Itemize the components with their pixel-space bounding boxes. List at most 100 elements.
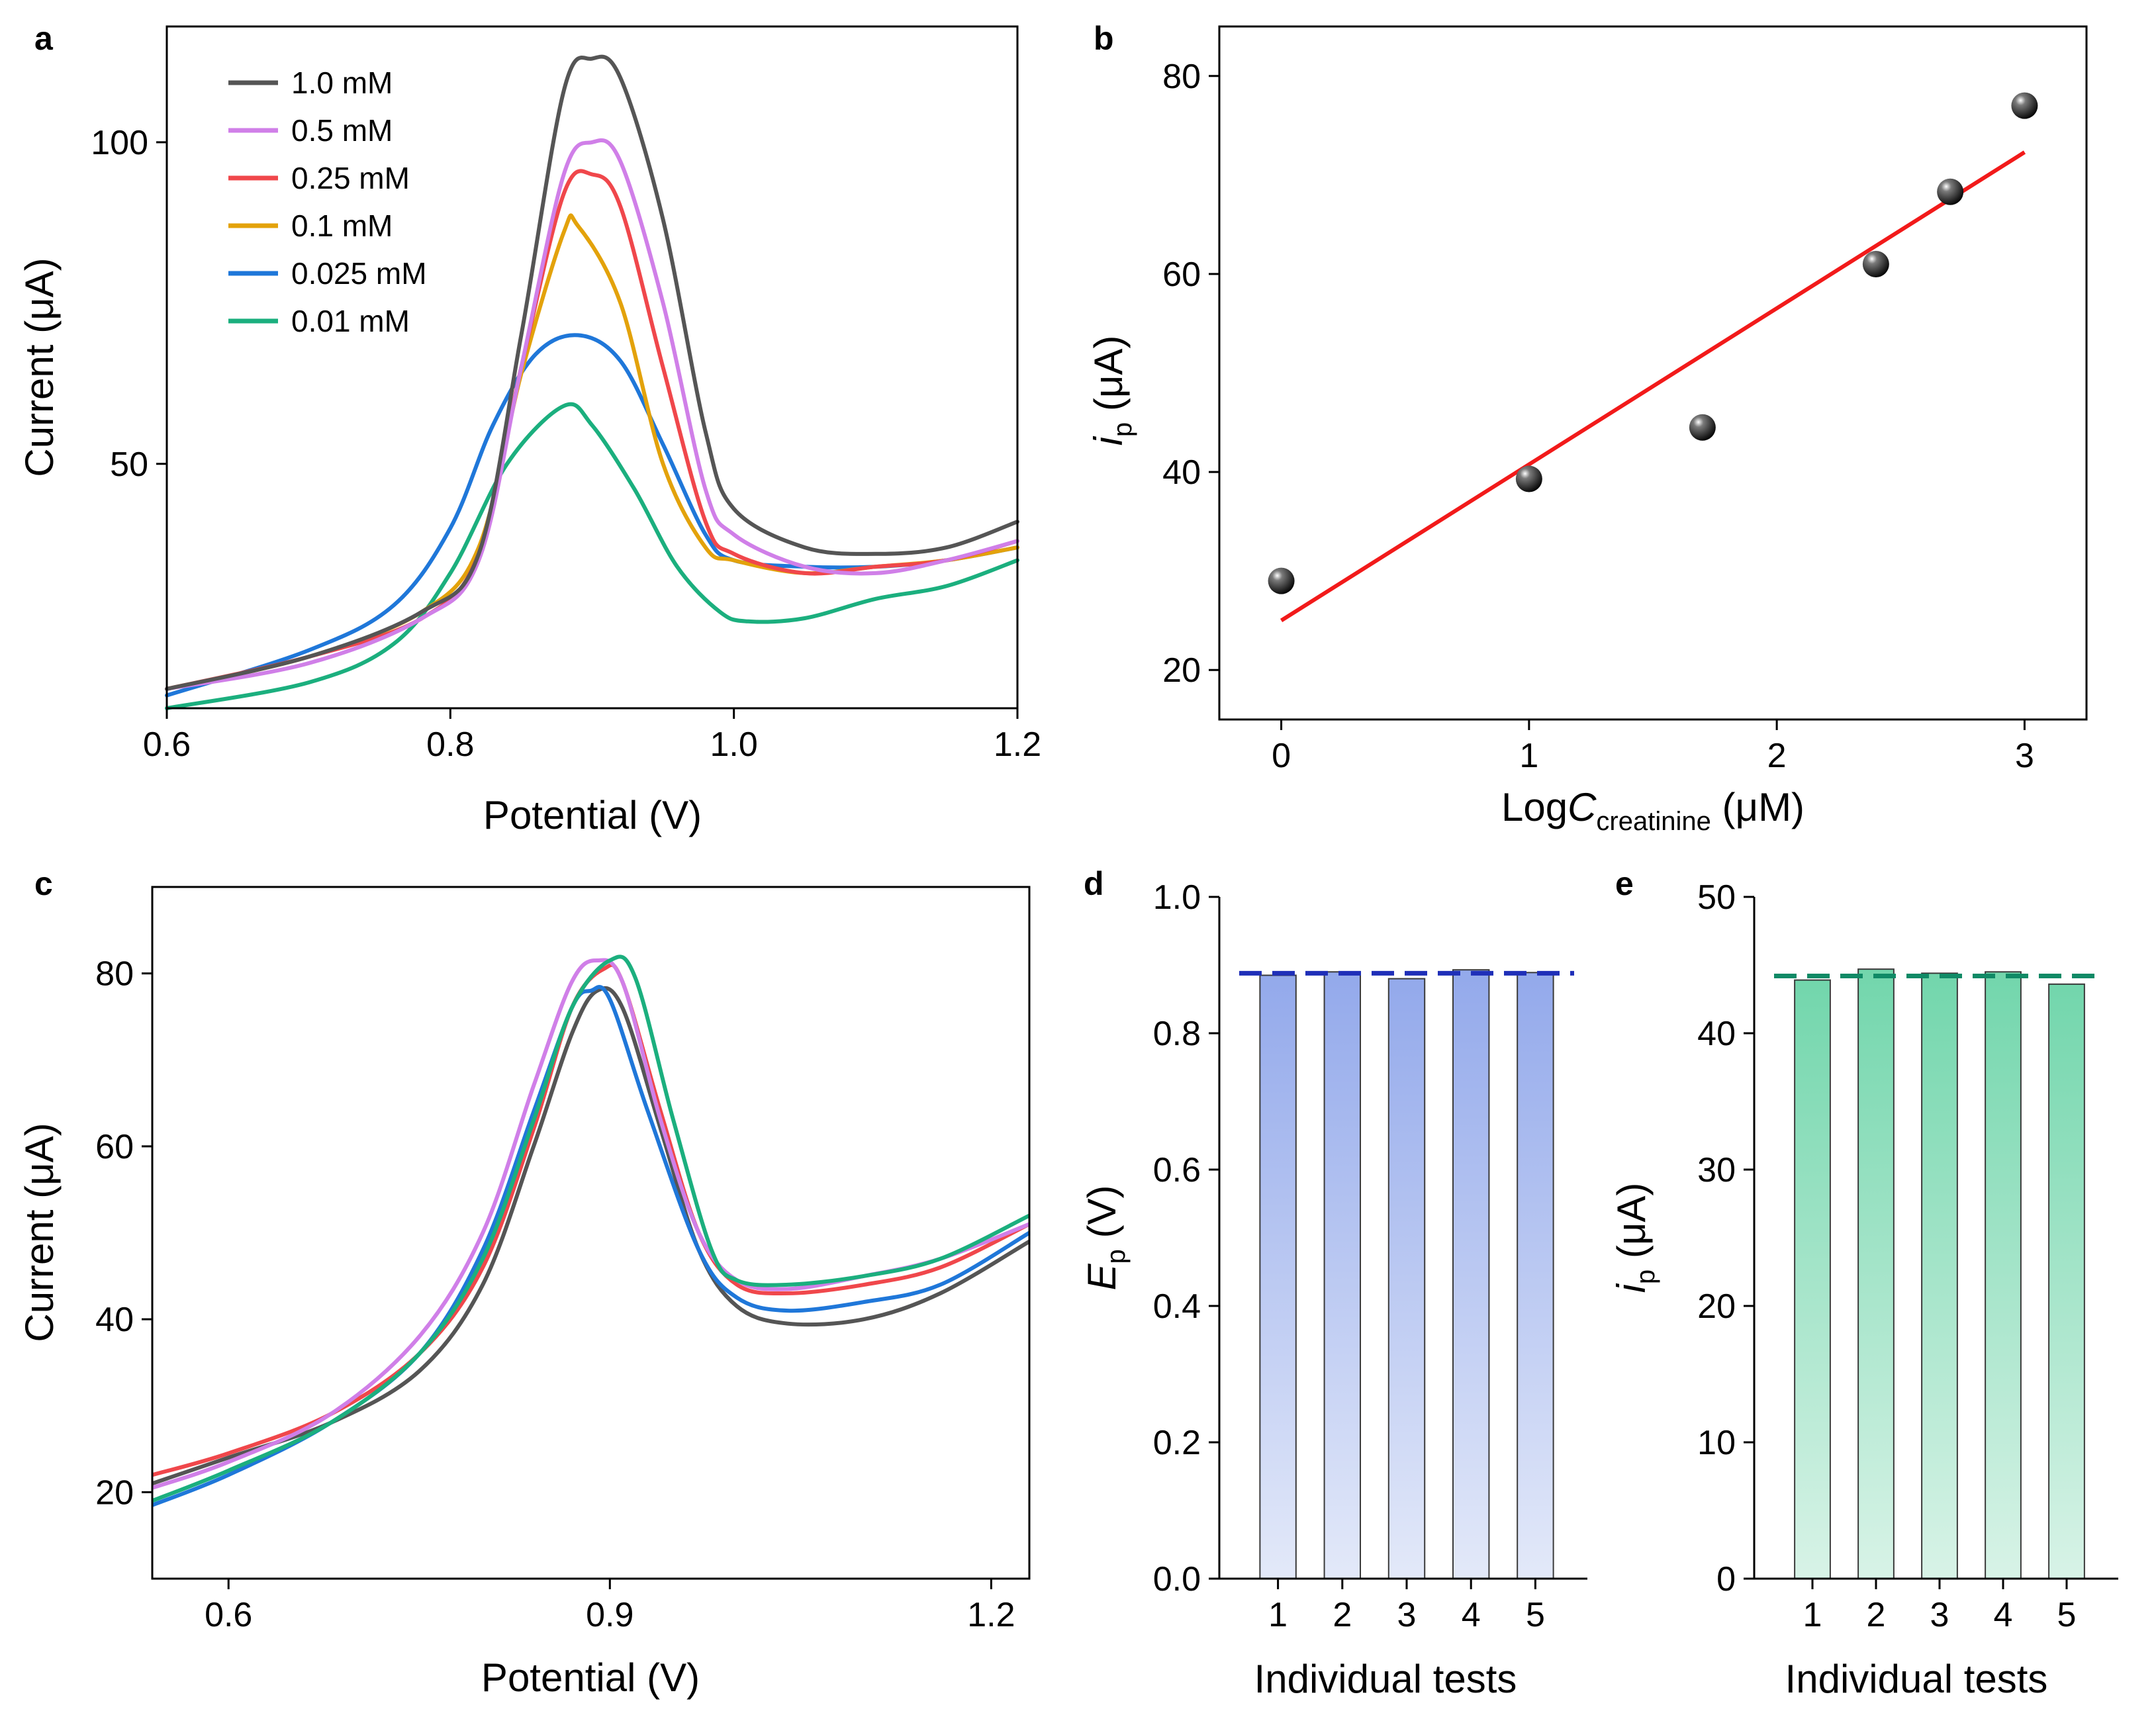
- panel-e-ytick-label-5: 50: [1697, 878, 1736, 917]
- panel-e-xtick-label-4: 5: [2057, 1596, 2077, 1634]
- panel-a-legend-label-0: 1.0 mM: [291, 66, 393, 100]
- panel-a-legend-label-4: 0.025 mM: [291, 256, 427, 291]
- panel-b-point-3: [1862, 250, 1889, 277]
- panel-e-ylabel-sub: p: [1631, 1270, 1660, 1284]
- panel-b: b 0 1 2 3 20 40 60 80 LogCcreatinine (μM) ip (μ…: [1086, 20, 2088, 836]
- panel-b-point-2: [1689, 414, 1716, 441]
- panel-c-ylabel: Current (μA): [17, 1123, 62, 1342]
- panel-a-series-5: [165, 402, 1019, 710]
- panel-c-xtick-label-2: 1.2: [967, 1596, 1015, 1634]
- panel-b-xtick-label-3: 3: [2015, 737, 2034, 775]
- panel-c-series-group: [152, 954, 1029, 1507]
- panel-d-plot: [1239, 969, 1574, 1580]
- panel-b-point-0: [1268, 567, 1295, 594]
- panel-e-letter: e: [1615, 865, 1634, 902]
- panel-e-xtick-label-2: 3: [1930, 1596, 1949, 1634]
- panel-d: d 1 2 3 4 5 0.0 0.2 0.4 0.6 0.8 1.0 Individual tes…: [1080, 865, 1587, 1701]
- panel-d-ylabel-var: E: [1080, 1263, 1124, 1290]
- panel-e-ytick-label-1: 10: [1697, 1424, 1736, 1462]
- panel-e-ytick-label-0: 0: [1716, 1560, 1736, 1599]
- panel-a-xlabel: Potential (V): [483, 793, 702, 837]
- panel-a-xtick-label-0: 0.6: [143, 725, 191, 764]
- panel-e-plot: [1774, 968, 2105, 1580]
- panel-e-ylabel: ip (μA): [1609, 1183, 1660, 1293]
- panel-d-ylabel-suffix: (V): [1080, 1185, 1124, 1250]
- panel-d-bar-2: [1387, 978, 1426, 1579]
- panel-a-ylabel: Current (μA): [17, 257, 62, 477]
- panel-d-bar-0: [1259, 974, 1297, 1579]
- panel-d-bar-4: [1517, 972, 1554, 1579]
- panel-d-bar-3: [1452, 969, 1490, 1579]
- panel-c-ticks: 0.6 0.9 1.2 20 40 60 80: [95, 955, 1015, 1634]
- panel-c-series-3: [152, 985, 1029, 1507]
- panel-c-series-2: [152, 958, 1029, 1490]
- panel-c-ytick-label-0: 20: [95, 1473, 134, 1512]
- panel-d-bar-1: [1323, 971, 1362, 1580]
- panel-b-point-5: [2011, 92, 2038, 119]
- panel-b-xtick-label-0: 0: [1272, 737, 1291, 775]
- panel-a-letter: a: [34, 20, 54, 57]
- panel-b-frame: [1218, 25, 2088, 721]
- panel-a-series-1: [165, 138, 1019, 691]
- panel-b-letter: b: [1094, 20, 1114, 57]
- panel-b-xtick-label-1: 1: [1519, 737, 1538, 775]
- panel-c-ytick-label-1: 40: [95, 1301, 134, 1339]
- panel-d-xlabel: Individual tests: [1254, 1657, 1517, 1701]
- panel-e-xtick-label-0: 1: [1803, 1596, 1822, 1634]
- panel-a-legend: 1.0 mM 0.5 mM 0.25 mM 0.1 mM 0.025 mM 0.01 mM: [228, 66, 427, 338]
- panel-b-ytick-label-3: 80: [1162, 58, 1201, 96]
- panel-b-xlabel-sub: creatinine: [1596, 807, 1711, 836]
- panel-d-ytick-label-3: 0.6: [1153, 1151, 1201, 1189]
- panel-a-ytick-label-1: 100: [91, 124, 148, 162]
- panel-c-xtick-label-0: 0.6: [205, 1596, 252, 1634]
- panel-c-ytick-label-3: 80: [95, 955, 134, 994]
- panel-a-frame: [165, 25, 1019, 710]
- panel-c-letter: c: [34, 865, 53, 902]
- panel-a-legend-label-3: 0.1 mM: [291, 209, 393, 243]
- panel-a-ytick-label-0: 50: [110, 445, 148, 484]
- panel-e-bar-2: [1921, 972, 1958, 1579]
- panel-c-xtick-label-1: 0.9: [586, 1596, 633, 1634]
- panel-c-frame: [151, 886, 1031, 1580]
- panel-d-xtick-label-0: 1: [1268, 1596, 1288, 1634]
- panel-c-plot: [152, 954, 1029, 1507]
- panel-b-ylabel-suffix: (μA): [1086, 336, 1131, 422]
- panel-e-bar-3: [1985, 971, 2022, 1580]
- panel-b-ylabel: ip (μA): [1086, 336, 1137, 446]
- panel-d-ticks: 1 2 3 4 5 0.0 0.2 0.4 0.6 0.8 1.0: [1153, 878, 1587, 1634]
- panel-d-ytick-label-2: 0.4: [1153, 1287, 1201, 1326]
- panel-e-bar-1: [1857, 968, 1895, 1580]
- panel-a-xtick-label-2: 1.0: [710, 725, 758, 764]
- panel-a-plot: [165, 54, 1019, 710]
- panel-e-bar-4: [2048, 983, 2085, 1579]
- panel-c: c 0.6 0.9 1.2 20 40 60 80 Potential (V) Curren…: [17, 865, 1031, 1700]
- panel-c-series-0: [152, 986, 1029, 1486]
- panel-d-letter: d: [1084, 865, 1104, 902]
- panel-c-ytick-label-2: 60: [95, 1128, 134, 1166]
- panel-e-xtick-label-1: 2: [1867, 1596, 1886, 1634]
- panel-a-series-4: [165, 333, 1019, 698]
- panel-d-ylabel-sub: p: [1101, 1249, 1131, 1264]
- panel-b-plot: [1268, 92, 2038, 622]
- panel-d-xtick-label-2: 3: [1397, 1596, 1417, 1634]
- panel-e-ytick-label-2: 20: [1697, 1287, 1736, 1326]
- panel-b-ytick-label-2: 60: [1162, 255, 1201, 294]
- panel-d-ytick-label-1: 0.2: [1153, 1424, 1201, 1462]
- panel-c-series-4: [152, 954, 1029, 1503]
- panel-d-ylabel: Ep (V): [1080, 1185, 1131, 1291]
- panel-d-xtick-label-4: 5: [1526, 1596, 1545, 1634]
- panel-a-legend-label-5: 0.01 mM: [291, 304, 410, 338]
- panel-b-xlabel: LogCcreatinine (μM): [1501, 785, 1804, 836]
- panel-b-point-1: [1515, 465, 1542, 492]
- panel-d-ytick-label-0: 0.0: [1153, 1560, 1201, 1599]
- panel-a-series-0: [165, 54, 1019, 691]
- panel-a-legend-label-1: 0.5 mM: [291, 113, 393, 148]
- panel-e-bar-0: [1794, 979, 1831, 1580]
- panel-e-ytick-label-4: 40: [1697, 1015, 1736, 1053]
- panel-b-xlabel-prefix: Log: [1501, 785, 1568, 829]
- panel-b-ticks: 0 1 2 3 20 40 60 80: [1162, 58, 2034, 775]
